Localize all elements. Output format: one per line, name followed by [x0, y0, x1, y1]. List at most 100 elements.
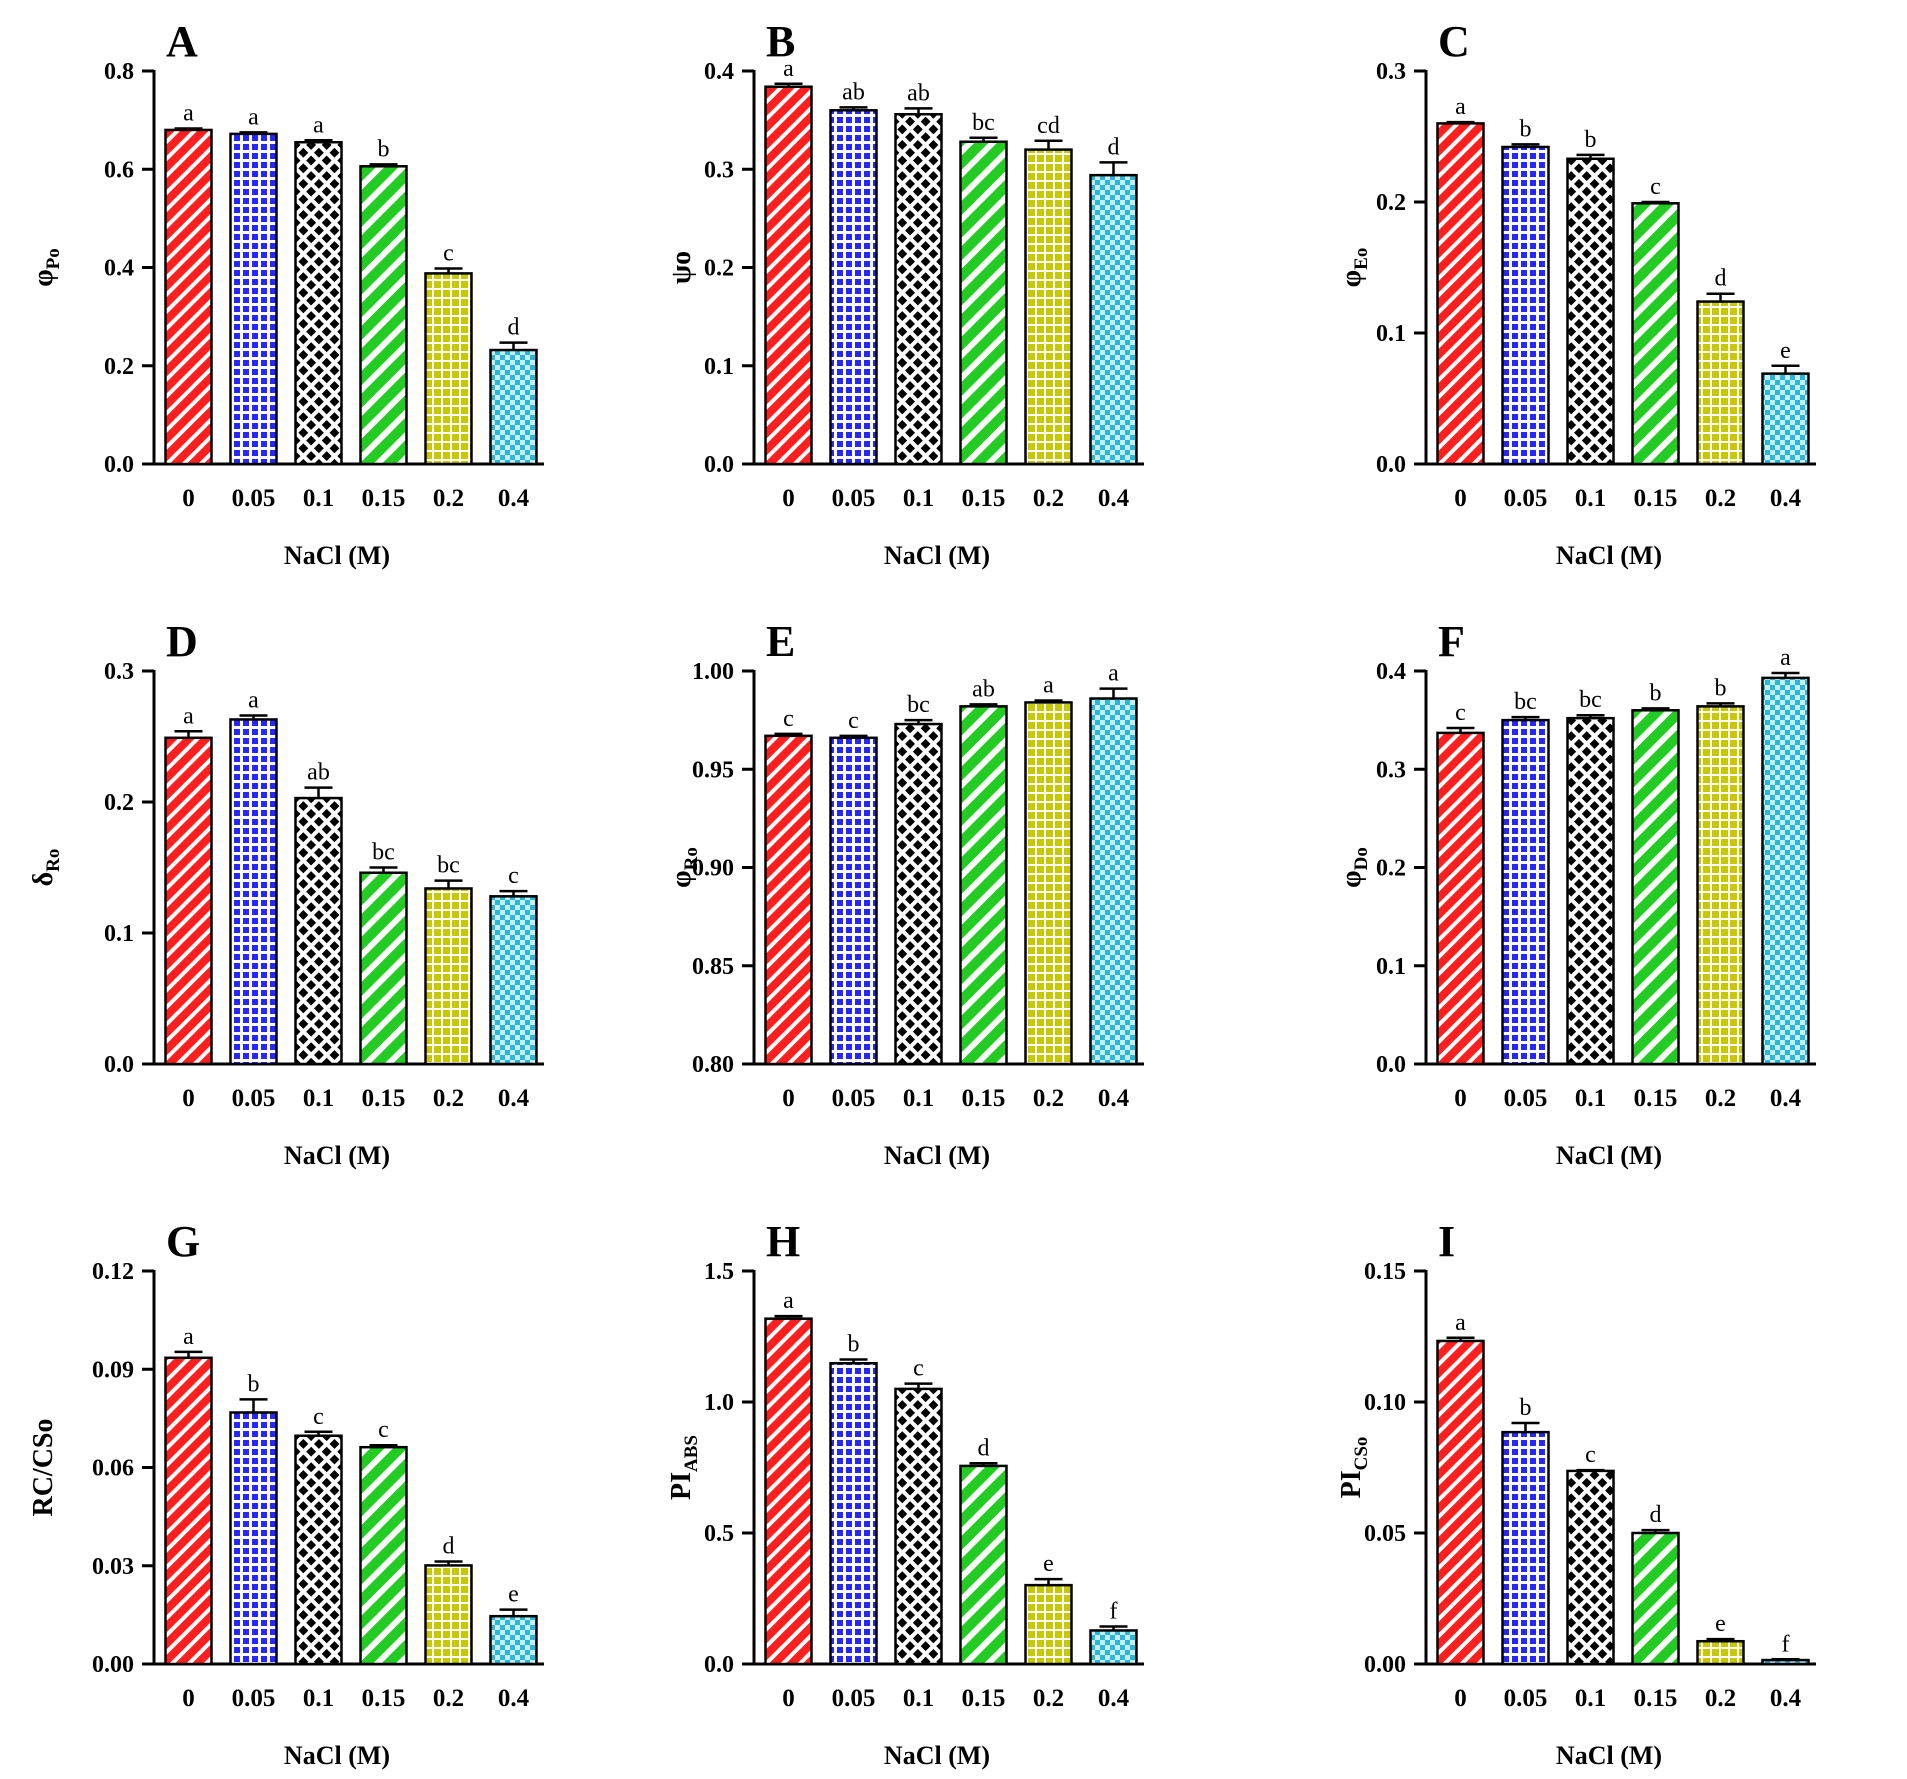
x-tick-label: 0.05: [232, 1085, 276, 1112]
x-tick-label: 0.15: [1634, 1085, 1678, 1112]
x-tick-label: 0.2: [433, 485, 464, 512]
significance-letter: d: [978, 1435, 990, 1461]
y-tick-label: 0.2: [104, 790, 134, 816]
y-axis-label-main: φ: [1336, 270, 1367, 287]
significance-letter: c: [508, 863, 519, 889]
bar-0: [764, 85, 813, 466]
panel-a: A 0.0 0.2 0.4 0.6 0.8 φPo a 0 a 0.05 a 0.1 b 0.15 c 0.2 d…: [28, 17, 544, 570]
significance-letter: b: [1715, 675, 1727, 701]
x-tick-label: 0: [782, 1085, 795, 1112]
panel-c: C 0.0 0.1 0.2 0.3 φEo a 0 b 0.05 b 0.1 c 0.15 d 0.2 e 0.4…: [1336, 17, 1816, 570]
panel-e: E 0.80 0.85 0.90 0.95 1.00 φRo c 0 c 0.05 bc 0.1 ab 0.…: [666, 617, 1144, 1170]
y-tick-label: 0.6: [104, 157, 134, 183]
y-tick-label: 0.12: [92, 1259, 134, 1285]
x-tick-label: 0.1: [1575, 1085, 1606, 1112]
bar-0.15: [959, 705, 1008, 1066]
panel-label-a: A: [166, 17, 198, 66]
significance-letter: e: [1043, 1551, 1054, 1577]
significance-letter: c: [913, 1356, 924, 1382]
y-tick-label: 0.03: [92, 1554, 134, 1580]
bar-0.1: [894, 722, 943, 1066]
x-tick-label: 0.2: [1705, 485, 1736, 512]
x-tick-label: 0.1: [903, 1085, 934, 1112]
panel-d: D 0.0 0.1 0.2 0.3 δRo a 0 a 0.05 ab 0.1 bc 0.15 bc 0.2 c…: [28, 617, 544, 1170]
significance-letter: a: [1455, 1310, 1466, 1336]
panel-label-h: H: [766, 1217, 800, 1266]
y-axis-label: PIABS: [666, 1435, 702, 1500]
panel-label-d: D: [166, 617, 198, 666]
significance-letter: ab: [907, 80, 930, 106]
x-tick-label: 0: [182, 1685, 195, 1712]
significance-letter: f: [1110, 1599, 1118, 1625]
x-axis-label: NaCl (M): [284, 1141, 390, 1170]
y-tick-label: 1.00: [692, 659, 734, 685]
y-axis-label: PICSo: [1336, 1437, 1372, 1499]
x-tick-label: 0.2: [433, 1685, 464, 1712]
bar-0.4: [489, 895, 538, 1066]
y-axis-label: φEo: [1336, 248, 1372, 288]
significance-letter: a: [183, 1324, 194, 1350]
bar-0: [164, 736, 213, 1066]
bar-0.2: [1024, 1583, 1073, 1666]
x-tick-label: 0.15: [362, 485, 406, 512]
significance-letter: cd: [1037, 113, 1060, 139]
y-axis-label-sub: Ro: [681, 847, 702, 870]
bar-0.05: [229, 1411, 278, 1666]
bar-0.4: [489, 1614, 538, 1666]
bar-0.1: [294, 140, 343, 466]
bar-0.2: [1696, 705, 1745, 1066]
bar-0.05: [229, 132, 278, 466]
y-tick-label: 1.5: [704, 1259, 734, 1285]
x-tick-label: 0: [782, 485, 795, 512]
x-tick-label: 0.1: [903, 485, 934, 512]
x-tick-label: 0.05: [232, 1685, 276, 1712]
bar-0.1: [294, 796, 343, 1066]
y-tick-label: 0.3: [704, 157, 734, 183]
bar-0.1: [894, 112, 943, 466]
significance-letter: b: [1585, 127, 1597, 153]
significance-letter: c: [1650, 174, 1661, 200]
significance-letter: ab: [972, 676, 995, 702]
bar-0.2: [424, 887, 473, 1066]
significance-letter: c: [783, 706, 794, 732]
y-tick-label: 0.00: [92, 1652, 134, 1678]
significance-letter: a: [248, 688, 259, 714]
y-tick-label: 0.95: [692, 757, 734, 783]
bar-0: [164, 128, 213, 466]
x-tick-label: 0.1: [1575, 1685, 1606, 1712]
x-tick-label: 0.15: [962, 485, 1006, 512]
x-tick-label: 0.1: [303, 1085, 334, 1112]
bar-0.15: [959, 140, 1008, 466]
panel-label-i: I: [1438, 1217, 1455, 1266]
x-tick-label: 0.4: [1770, 485, 1802, 512]
bar-0.05: [1501, 1430, 1550, 1666]
bar-0.15: [359, 871, 408, 1066]
bar-0.15: [1631, 202, 1680, 466]
significance-letter: bc: [1579, 687, 1602, 713]
panel-g: G 0.00 0.03 0.06 0.09 0.12 RC/CSo a 0 b 0.05 c 0.1 c 0…: [28, 1217, 544, 1770]
significance-letter: f: [1782, 1631, 1790, 1657]
x-tick-label: 0.2: [1705, 1085, 1736, 1112]
y-tick-label: 0.4: [104, 256, 134, 282]
x-axis-label: NaCl (M): [1556, 541, 1662, 570]
y-tick-label: 0.1: [1376, 954, 1406, 980]
y-tick-label: 0.85: [692, 954, 734, 980]
y-axis-label-sub: Ro: [43, 849, 64, 872]
y-tick-label: 0.1: [104, 921, 134, 947]
x-tick-label: 0.05: [1504, 1685, 1548, 1712]
bar-0.2: [424, 1564, 473, 1666]
bar-0: [164, 1356, 213, 1666]
y-axis-label-main: φ: [1336, 870, 1367, 887]
y-tick-label: 0.80: [692, 1052, 734, 1078]
significance-letter: a: [183, 703, 194, 729]
y-tick-label: 0.3: [1376, 59, 1406, 85]
x-tick-label: 0.4: [1098, 1685, 1130, 1712]
y-axis-label-main: RC/CSo: [28, 1418, 59, 1516]
x-tick-label: 0.1: [903, 1685, 934, 1712]
y-tick-label: 0.4: [1376, 659, 1406, 685]
x-axis-label: NaCl (M): [1556, 1741, 1662, 1770]
bar-0.2: [424, 272, 473, 466]
significance-letter: d: [443, 1533, 455, 1559]
panel-label-e: E: [766, 617, 795, 666]
y-tick-label: 0.2: [1376, 190, 1406, 216]
